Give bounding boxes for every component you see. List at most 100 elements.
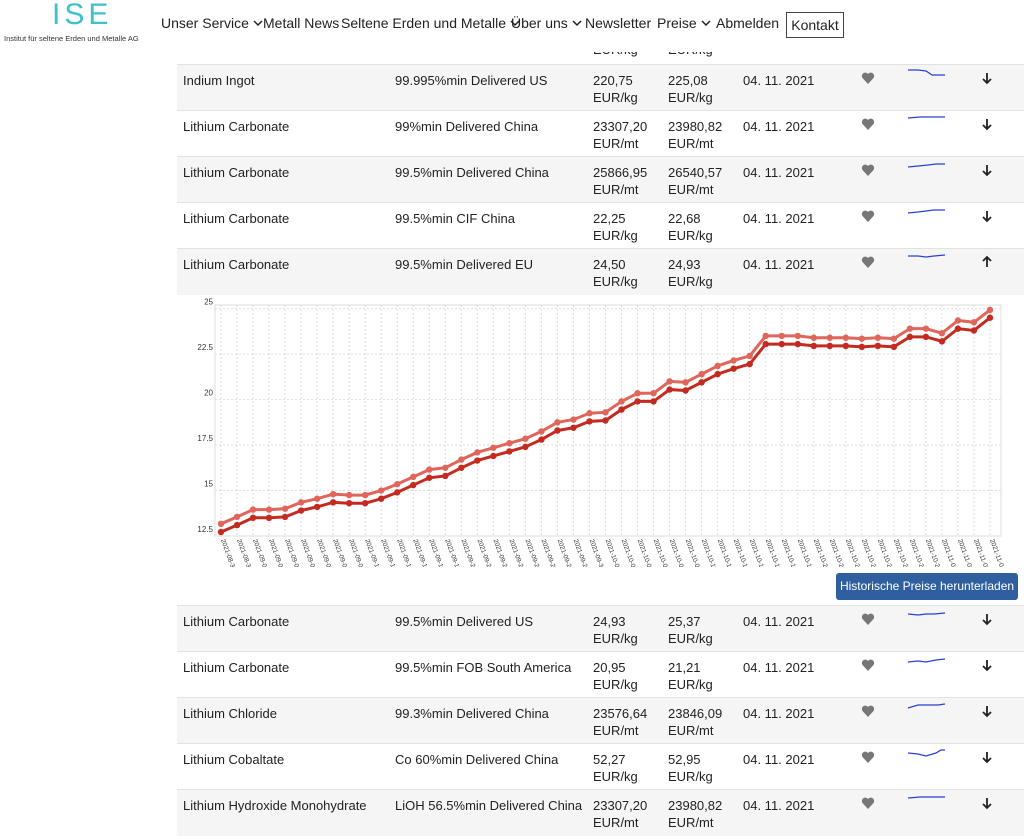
product: Lithium Carbonate (183, 257, 290, 272)
toggle-arrow[interactable] (980, 750, 994, 764)
toggle-arrow[interactable] (980, 71, 994, 85)
product: Lithium Chloride (183, 706, 277, 721)
favorite-icon[interactable] (861, 796, 875, 810)
point (890, 335, 898, 342)
point (345, 500, 353, 507)
date: 04. 11. 2021 (743, 706, 815, 721)
max-unit: EUR/mt (668, 723, 714, 738)
nav-item[interactable]: Unser Service (161, 15, 264, 31)
point (714, 370, 721, 378)
y-tick-label: 22.5 (197, 343, 213, 352)
arrow (982, 211, 992, 223)
point (634, 390, 641, 397)
x-tick-label: 2021-10-14 (748, 538, 766, 567)
favorite-icon[interactable] (861, 658, 875, 672)
favorite-icon[interactable] (861, 209, 875, 223)
point (746, 360, 753, 368)
point (618, 398, 625, 405)
spec: LiOH 56.5%min Delivered China (395, 798, 583, 813)
toggle-arrow[interactable] (980, 117, 994, 131)
min-price: 220,75 (593, 73, 633, 88)
point (442, 464, 449, 471)
max-price: 26540,57 (668, 165, 723, 180)
download-button[interactable]: Historische Preise herunterladen (836, 573, 1018, 600)
sparkline-path (907, 796, 945, 799)
x-tick-label: 2021-10-22 (844, 538, 862, 567)
x-tick-label: 2021-10-29 (924, 538, 942, 567)
contact-button[interactable]: Kontakt (786, 12, 844, 38)
x-tick-label: 2021-10-28 (908, 538, 926, 567)
x-tick-label: 2021-10-13 (732, 538, 750, 567)
favorite-icon[interactable] (861, 117, 875, 131)
max-price: 23846,09 (668, 706, 723, 721)
logo-subtitle: Institut für seltene Erden und Metalle A… (4, 34, 139, 43)
point (842, 334, 850, 341)
x-tick-label: 2021-09-30 (588, 538, 606, 567)
favorite-icon[interactable] (861, 163, 875, 177)
point (297, 499, 305, 506)
point (538, 428, 545, 435)
y-tick-label: 12.5 (197, 525, 213, 534)
date: 04. 11. 2021 (743, 165, 815, 180)
x-tick-label: 2021-09-14 (395, 538, 413, 567)
toggle-arrow[interactable] (980, 658, 994, 672)
min-unit: EUR/mt (593, 136, 639, 151)
point (618, 406, 625, 413)
favorite-icon[interactable] (861, 612, 875, 626)
y-tick-label: 17.5 (197, 434, 213, 443)
x-tick-label: 2021-09-08 (331, 538, 349, 567)
point (874, 334, 882, 341)
x-tick-label: 2021-10-25 (860, 538, 878, 567)
max-price: 23980,82 (668, 798, 723, 813)
x-tick-label: 2021-09-29 (572, 538, 590, 567)
min-price: 20,95 (593, 660, 626, 675)
point (954, 325, 962, 332)
point (265, 506, 273, 513)
chevron (253, 20, 263, 27)
nav-item[interactable]: Über uns (511, 15, 583, 31)
favorite-icon[interactable] (861, 704, 875, 718)
nav-item[interactable]: Preise (657, 15, 712, 31)
date: 04. 11. 2021 (743, 660, 815, 675)
nav-item[interactable]: Metall News (263, 15, 340, 31)
toggle-arrow[interactable] (980, 255, 994, 269)
point (361, 491, 369, 499)
x-tick-label: 2021-10-11 (700, 538, 718, 567)
x-tick-label: 2021-09-07 (315, 538, 333, 567)
point (650, 398, 657, 405)
chevron (572, 20, 582, 27)
sparkline (907, 658, 946, 663)
nav-item[interactable]: Newsletter (585, 15, 652, 31)
max-price: 23980,82 (668, 119, 723, 134)
point (361, 500, 369, 507)
toggle-arrow[interactable] (980, 704, 994, 718)
heart (861, 118, 875, 130)
table-row: Lithium Chloride 99.3%min Delivered China… (177, 697, 1024, 744)
nav-item[interactable]: Abmelden (716, 15, 780, 31)
spec: Co 60%min Delivered China (395, 752, 559, 767)
chevron (510, 20, 520, 27)
table-row: Lithium Carbonate 99%min Delivered China 2… (177, 110, 1024, 157)
spec: 99.5%min Delivered EU (395, 257, 534, 272)
point (426, 466, 433, 473)
min-unit: EUR/mt (593, 815, 639, 830)
spec: 99.5%min Delivered China (395, 165, 549, 180)
favorite-icon[interactable] (861, 71, 875, 85)
max-unit: EUR/mt (668, 136, 714, 151)
point (602, 417, 609, 424)
toggle-arrow[interactable] (980, 209, 994, 223)
point (554, 427, 561, 434)
x-tick-label: 2021-10-01 (604, 538, 622, 567)
point (698, 370, 705, 378)
favorite-icon[interactable] (861, 255, 875, 269)
toggle-arrow[interactable] (980, 163, 994, 177)
point (313, 503, 321, 511)
nav-item[interactable]: Seltene Erden und Metalle (341, 15, 521, 31)
chevron (701, 20, 711, 27)
logo[interactable]: ISE (52, 0, 113, 31)
point (570, 416, 577, 423)
favorite-icon[interactable] (861, 750, 875, 764)
point (378, 495, 385, 502)
toggle-arrow[interactable] (980, 796, 994, 810)
toggle-arrow[interactable] (980, 612, 994, 626)
